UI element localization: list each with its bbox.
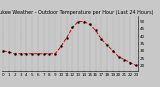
Title: Milwaukee Weather - Outdoor Temperature per Hour (Last 24 Hours): Milwaukee Weather - Outdoor Temperature … [0,10,154,15]
